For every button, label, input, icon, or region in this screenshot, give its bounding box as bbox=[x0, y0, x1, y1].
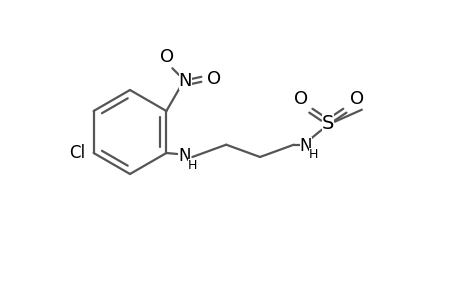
Text: N: N bbox=[178, 147, 190, 165]
Text: N: N bbox=[178, 72, 192, 90]
Text: S: S bbox=[321, 114, 333, 133]
Text: O: O bbox=[207, 70, 221, 88]
Text: H: H bbox=[308, 148, 318, 161]
Text: O: O bbox=[349, 90, 363, 108]
Text: Cl: Cl bbox=[69, 144, 85, 162]
Text: N: N bbox=[299, 137, 311, 155]
Text: H: H bbox=[187, 158, 196, 172]
Text: O: O bbox=[293, 90, 307, 108]
Text: O: O bbox=[160, 48, 174, 66]
